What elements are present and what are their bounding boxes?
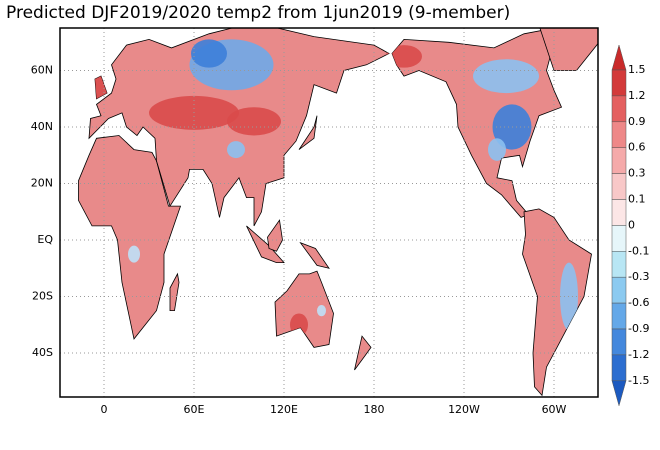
landmass: [267, 219, 283, 252]
colorbar-swatch: [611, 69, 627, 97]
lat-label: EQ: [37, 233, 53, 246]
colorbar-swatch: [611, 121, 627, 148]
colorbar-label: 1.5: [628, 63, 646, 76]
anomaly-patch: [227, 107, 281, 136]
landmass: [299, 241, 330, 269]
lon-label: 120W: [448, 403, 480, 416]
colorbar-swatch: [611, 95, 627, 123]
colorbar-label: 1.2: [628, 89, 646, 102]
landmass: [246, 225, 285, 264]
lon-label: 0: [101, 403, 108, 416]
lat-label: 20N: [31, 177, 53, 190]
map-title: Predicted DJF2019/2020 temp2 from 1jun20…: [6, 3, 510, 23]
colorbar-swatch: [611, 173, 627, 200]
colorbar-swatch: [611, 276, 627, 304]
lon-label: 180: [364, 403, 385, 416]
landmass: [354, 335, 372, 371]
landmass: [522, 208, 592, 397]
landmass: [298, 115, 318, 150]
anomaly-patch: [386, 45, 422, 68]
colorbar-label: -1.5: [628, 374, 649, 387]
anomaly-patch: [317, 304, 326, 317]
colorbar-label: -0.3: [628, 270, 649, 283]
colorbar-label: -0.1: [628, 244, 649, 257]
colorbar-swatch: [611, 251, 627, 278]
colorbar-swatch: [611, 302, 627, 330]
colorbar-swatch: [611, 199, 627, 226]
lat-label: 60N: [31, 64, 53, 77]
colorbar-label: 0.1: [628, 193, 646, 206]
anomaly-patch: [191, 39, 227, 68]
anomaly-patch: [128, 245, 140, 263]
colorbar-label: -1.2: [628, 348, 649, 361]
anomaly-patch: [290, 313, 308, 337]
colorbar-swatch: [611, 225, 627, 252]
lat-label: 20S: [32, 290, 53, 303]
colorbar: 1.5 1.2 0.9 0.6 0.3 0.1 0 -0.1 -0.3 -0.6 -0.9 -1.2 -…: [611, 44, 649, 407]
lon-label: 60W: [542, 403, 567, 416]
colorbar-label: 0.6: [628, 141, 646, 154]
colorbar-swatch: [611, 328, 627, 356]
lon-label: 120E: [270, 403, 298, 416]
anomaly-patch: [473, 59, 539, 94]
colorbar-label: -0.9: [628, 322, 649, 335]
colorbar-swatch: [611, 354, 627, 382]
landmass: [78, 135, 182, 340]
colorbar-label: -0.6: [628, 296, 649, 309]
lon-label: 60E: [184, 403, 205, 416]
anomaly-patch: [227, 141, 245, 159]
anomaly-patch: [84, 67, 109, 102]
anomaly-patches: [84, 39, 578, 337]
colorbar-label: 0.9: [628, 115, 646, 128]
land: [78, 28, 598, 397]
colorbar-arrow-top: [611, 44, 627, 71]
colorbar-swatch: [611, 147, 627, 174]
landmass: [169, 272, 180, 312]
lat-label: 40S: [32, 346, 53, 359]
colorbar-arrow-bottom: [611, 380, 627, 407]
lat-label: 40N: [31, 120, 53, 133]
anomaly-patch: [488, 138, 506, 161]
colorbar-label: 0: [628, 218, 635, 231]
colorbar-label: 0.3: [628, 167, 646, 180]
grid: 60N 40N 20N EQ 20S 40S 0 60E 120E 180 120W 60W: [31, 28, 598, 416]
map-frame: [59, 27, 599, 398]
